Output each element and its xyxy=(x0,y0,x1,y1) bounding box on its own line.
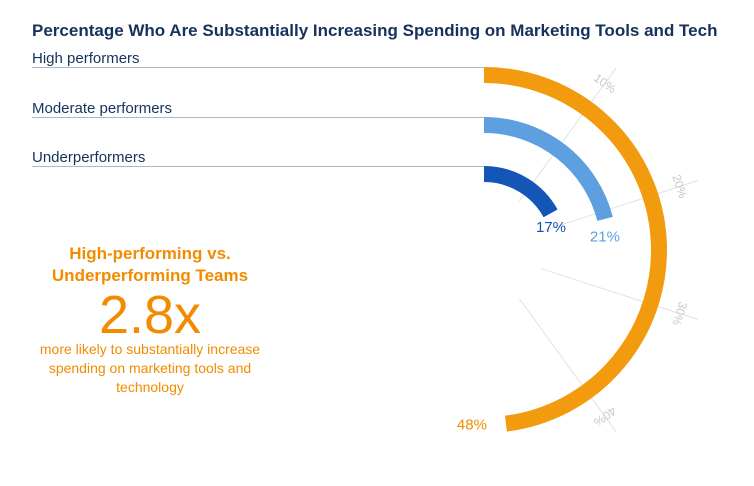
series-name-label: Underperformers xyxy=(32,149,145,166)
series-bar xyxy=(483,117,613,222)
tick-label-20: 20% xyxy=(669,173,690,200)
series-name-label: High performers xyxy=(32,50,140,67)
callout-multiplier: 2.8x xyxy=(98,285,202,345)
callout-heading-line1: High-performing vs. xyxy=(69,244,231,263)
labels: High performers 48% Moderate performers 21%… xyxy=(32,50,620,434)
series-name-label: Moderate performers xyxy=(32,100,172,117)
tick-line-30 xyxy=(540,268,699,321)
comparison-callout: High-performing vs. Underperforming Team… xyxy=(30,243,270,397)
chart-title: Percentage Who Are Substantially Increas… xyxy=(32,21,718,40)
callout-heading-line2: Underperforming Teams xyxy=(51,266,249,285)
tick-label-30: 30% xyxy=(669,300,690,327)
series-bar xyxy=(483,67,667,432)
tick-line-10 xyxy=(518,67,617,202)
callout-description: more likely to substantially increase sp… xyxy=(39,341,261,395)
series-bar xyxy=(483,166,558,218)
series-value-label: 17% xyxy=(536,219,566,236)
bars xyxy=(483,67,667,432)
series-value-label: 48% xyxy=(457,417,487,434)
tick-label-40: 40% xyxy=(591,404,619,430)
tick-line-20 xyxy=(540,179,699,232)
series-value-label: 21% xyxy=(590,228,620,245)
tick-label-10: 10% xyxy=(591,71,619,97)
tick-line-40 xyxy=(518,298,617,433)
